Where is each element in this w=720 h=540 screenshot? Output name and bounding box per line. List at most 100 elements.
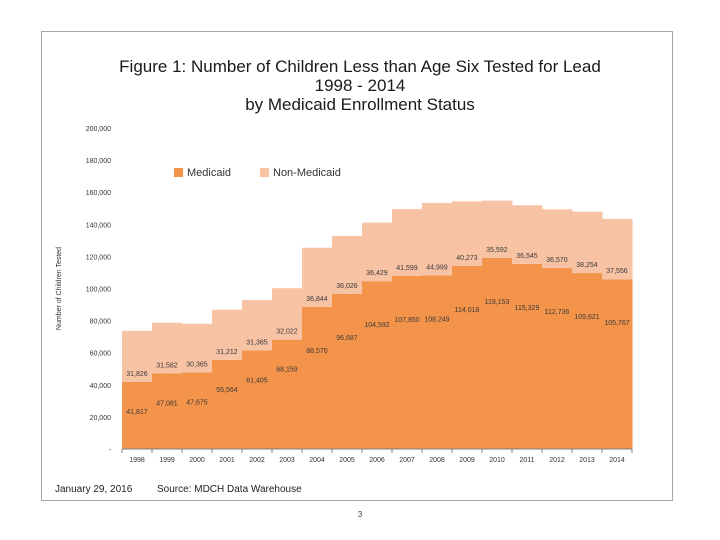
bar-medicaid xyxy=(302,306,333,449)
data-label-non-medicaid: 37,556 xyxy=(606,268,628,275)
legend-swatch-medicaid xyxy=(174,168,183,177)
bar-non-medicaid xyxy=(392,209,423,276)
legend-label-medicaid: Medicaid xyxy=(187,167,231,179)
x-tick-label: 2003 xyxy=(279,457,295,464)
data-label-medicaid: 68,159 xyxy=(276,367,298,374)
footer-date: January 29, 2016 xyxy=(55,484,133,495)
x-tick-label: 2009 xyxy=(459,457,475,464)
data-label-medicaid: 96,687 xyxy=(336,335,358,342)
data-label-medicaid: 47,675 xyxy=(186,399,208,406)
chart-title-line-3: by Medicaid Enrollment Status xyxy=(245,95,475,114)
bar-medicaid xyxy=(542,268,573,449)
data-label-medicaid: 112,736 xyxy=(545,309,570,316)
bar-medicaid xyxy=(512,263,543,449)
x-tick-label: 2013 xyxy=(579,457,595,464)
bar-non-medicaid xyxy=(182,323,213,373)
bar-non-medicaid xyxy=(452,201,483,267)
bar-non-medicaid xyxy=(542,209,573,269)
data-label-non-medicaid: 31,582 xyxy=(156,362,178,369)
chart-title-line-1: Figure 1: Number of Children Less than A… xyxy=(119,57,601,76)
data-label-medicaid: 104,592 xyxy=(364,322,389,329)
data-label-non-medicaid: 31,365 xyxy=(246,339,268,346)
data-label-non-medicaid: 36,429 xyxy=(366,270,388,277)
x-tick-label: 2002 xyxy=(249,457,265,464)
data-label-non-medicaid: 38,254 xyxy=(576,262,598,269)
bar-non-medicaid xyxy=(212,309,243,360)
footer-source: Source: MDCH Data Warehouse xyxy=(157,484,302,495)
data-label-non-medicaid: 36,026 xyxy=(336,283,358,290)
data-label-non-medicaid: 36,570 xyxy=(546,257,568,264)
legend-label-non-medicaid: Non-Medicaid xyxy=(273,167,341,179)
x-tick-label: 2005 xyxy=(339,457,355,464)
x-tick-label: 2010 xyxy=(489,457,505,464)
x-tick-label: 2004 xyxy=(309,457,325,464)
data-label-medicaid: 88,570 xyxy=(306,348,328,355)
bar-non-medicaid xyxy=(302,247,333,307)
bar-medicaid xyxy=(242,350,273,449)
bar-non-medicaid xyxy=(362,222,393,282)
page-number: 3 xyxy=(357,510,363,519)
data-label-medicaid: 55,564 xyxy=(216,387,238,394)
y-tick-label: 140,000 xyxy=(86,222,111,229)
bar-medicaid xyxy=(602,279,633,449)
data-label-medicaid: 109,621 xyxy=(574,314,599,321)
bar-non-medicaid xyxy=(122,330,153,382)
x-tick-label: 2001 xyxy=(219,457,235,464)
bar-medicaid xyxy=(122,381,153,449)
x-tick-label: 2007 xyxy=(399,457,415,464)
x-tick-label: 2006 xyxy=(369,457,385,464)
data-label-non-medicaid: 35,592 xyxy=(486,247,508,254)
data-label-non-medicaid: 40,273 xyxy=(456,255,478,262)
x-tick-label: 2012 xyxy=(549,457,565,464)
data-label-medicaid: 41,817 xyxy=(126,409,148,416)
y-tick-label: 60,000 xyxy=(90,351,112,358)
bar-medicaid xyxy=(332,293,363,449)
bar-medicaid xyxy=(152,373,183,449)
y-tick-label: 80,000 xyxy=(90,319,112,326)
y-tick-label: 40,000 xyxy=(90,383,112,390)
bar-non-medicaid xyxy=(512,205,543,264)
data-label-medicaid: 108,249 xyxy=(424,316,449,323)
data-label-non-medicaid: 30,365 xyxy=(186,361,208,368)
data-label-non-medicaid: 41,599 xyxy=(396,265,418,272)
bar-medicaid xyxy=(392,275,423,449)
x-tick-label: 2008 xyxy=(429,457,445,464)
bar-non-medicaid xyxy=(272,288,303,340)
bar-non-medicaid xyxy=(482,200,513,258)
bar-non-medicaid xyxy=(242,300,273,351)
bar-non-medicaid xyxy=(152,322,183,374)
data-label-medicaid: 61,405 xyxy=(246,377,268,384)
bar-medicaid xyxy=(482,257,513,449)
bar-medicaid xyxy=(452,266,483,449)
bar-non-medicaid xyxy=(422,203,453,276)
data-label-non-medicaid: 36,545 xyxy=(516,253,538,260)
bar-medicaid xyxy=(182,372,213,449)
data-label-non-medicaid: 32,022 xyxy=(276,329,298,336)
data-label-medicaid: 115,329 xyxy=(515,305,540,312)
chart-title-line-2: 1998 - 2014 xyxy=(314,76,406,95)
bar-medicaid xyxy=(572,273,603,449)
y-tick-label: 100,000 xyxy=(86,287,111,294)
y-tick-label: - xyxy=(109,447,112,454)
x-tick-label: 2014 xyxy=(609,457,625,464)
y-axis-title: Number of Children Tested xyxy=(56,247,63,330)
x-tick-label: 2011 xyxy=(519,457,534,464)
legend-swatch-non-medicaid xyxy=(260,168,269,177)
data-label-medicaid: 105,767 xyxy=(604,320,629,327)
y-tick-label: 20,000 xyxy=(90,415,112,422)
data-label-medicaid: 107,850 xyxy=(394,317,419,324)
y-tick-label: 160,000 xyxy=(86,190,111,197)
data-label-non-medicaid: 44,999 xyxy=(426,264,448,271)
data-label-medicaid: 47,081 xyxy=(156,400,178,407)
y-tick-label: 200,000 xyxy=(86,126,111,133)
data-label-medicaid: 119,153 xyxy=(485,299,510,306)
data-label-medicaid: 114,018 xyxy=(455,307,480,314)
x-tick-label: 2000 xyxy=(189,457,205,464)
data-label-non-medicaid: 36,844 xyxy=(306,296,328,303)
y-tick-label: 180,000 xyxy=(86,158,111,165)
bar-medicaid xyxy=(212,359,243,449)
y-tick-label: 120,000 xyxy=(86,254,111,261)
bar-medicaid xyxy=(272,339,303,449)
bar-non-medicaid xyxy=(572,211,603,274)
